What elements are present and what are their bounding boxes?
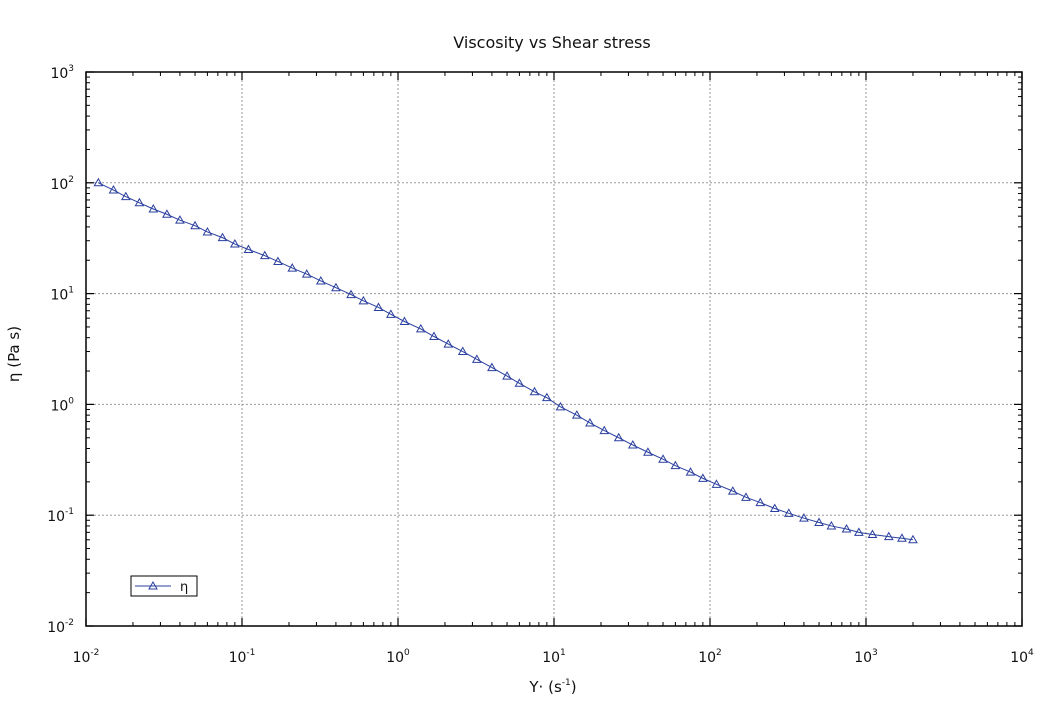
data-point: [175, 215, 185, 224]
data-point: [841, 524, 852, 533]
data-point: [217, 232, 228, 242]
data-point: [287, 263, 298, 272]
data-point: [755, 497, 766, 507]
data-point: [685, 467, 696, 476]
x-axis-title-tail: ): [571, 678, 577, 696]
data-point: [854, 527, 864, 536]
data-point: [514, 378, 525, 387]
data-point: [502, 371, 512, 380]
y-tick-label: 100: [50, 396, 74, 414]
data-point: [386, 309, 396, 318]
series-line: [98, 182, 914, 541]
data-point: [555, 401, 566, 411]
data-point: [897, 533, 907, 542]
data-point: [908, 534, 918, 544]
data-point: [259, 250, 270, 260]
data-point: [867, 529, 878, 538]
data-point: [457, 346, 468, 356]
data-point: [148, 204, 159, 213]
data-point: [658, 454, 668, 463]
data-point: [741, 492, 751, 501]
data-point: [769, 503, 780, 512]
data-point: [698, 473, 708, 482]
data-point: [346, 289, 356, 299]
data-point: [613, 432, 624, 442]
data-point: [487, 362, 497, 372]
data-point: [243, 244, 254, 254]
legend: η: [130, 575, 198, 597]
data-point: [301, 269, 312, 278]
data-point: [190, 220, 200, 230]
data-point: [162, 209, 172, 218]
data-point: [429, 331, 439, 341]
data-point: [415, 323, 426, 333]
x-tick-label: 100: [386, 648, 410, 666]
y-axis-title: η (Pa s): [5, 326, 23, 382]
data-point: [599, 425, 610, 435]
data-point: [331, 282, 341, 292]
legend-label: η: [180, 580, 188, 595]
x-tick-labels: 10-2 10-1 100 101 102 103 104: [73, 648, 1034, 666]
data-point: [120, 191, 131, 201]
data-point: [358, 295, 369, 305]
data-point: [373, 302, 384, 311]
series-eta: [93, 177, 918, 544]
x-tick-label: 10-2: [73, 648, 100, 666]
grid: [86, 72, 1022, 626]
y-tick-label: 102: [50, 175, 74, 193]
data-point: [627, 440, 638, 449]
data-point: [202, 226, 213, 236]
data-point: [443, 339, 454, 348]
y-tick-label: 10-2: [47, 618, 74, 636]
x-tick-label: 103: [854, 648, 878, 666]
data-point: [529, 386, 540, 396]
data-point: [670, 460, 681, 470]
plot-frame: [85, 71, 1023, 627]
x-tick-label: 104: [1010, 648, 1034, 666]
data-point: [643, 447, 653, 456]
data-point: [134, 197, 145, 207]
data-point: [399, 316, 410, 326]
data-point: [230, 239, 240, 248]
x-tick-label: 102: [698, 648, 722, 666]
data-point: [93, 177, 104, 187]
data-point: [727, 486, 738, 495]
chart-title: Viscosity vs Shear stress: [453, 33, 650, 52]
y-tick-labels: 10-2 10-1 100 101 102 103: [47, 64, 74, 636]
legend-marker-icon: [148, 580, 158, 590]
data-point: [783, 508, 794, 517]
data-point: [542, 392, 552, 402]
data-point: [108, 185, 119, 194]
x-tick-label: 10-1: [229, 648, 256, 666]
data-point: [711, 479, 722, 488]
data-point: [799, 513, 809, 522]
data-point: [571, 410, 582, 419]
data-point: [315, 275, 326, 285]
x-axis-title-exponent: -1: [562, 678, 571, 688]
y-tick-label: 101: [50, 286, 74, 304]
data-point: [471, 354, 482, 363]
data-point: [826, 520, 837, 530]
x-tick-label: 101: [542, 648, 566, 666]
data-point: [585, 417, 595, 427]
x-axis-title: Y· (s-1): [528, 678, 576, 696]
data-point: [883, 531, 894, 541]
y-tick-label: 10-1: [47, 507, 74, 525]
data-point: [273, 256, 283, 265]
data-point: [814, 517, 824, 526]
x-axis-title-main: Y· (s: [528, 678, 562, 696]
y-tick-label: 103: [50, 64, 74, 82]
